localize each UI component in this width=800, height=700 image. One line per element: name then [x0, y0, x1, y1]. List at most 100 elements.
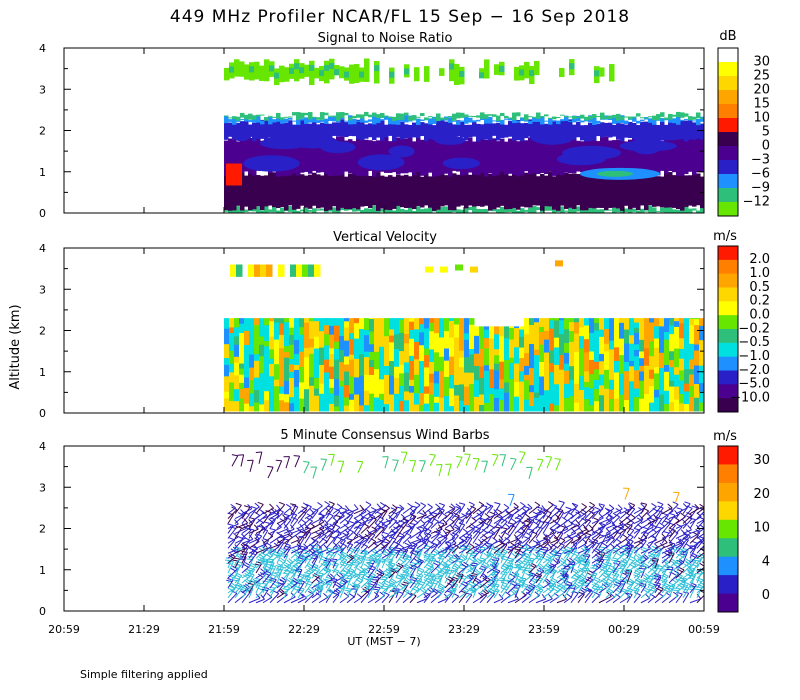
wind-barb [423, 534, 432, 544]
velocity-cell [314, 348, 320, 368]
wind-barb-feather [545, 555, 552, 560]
wind-barb [269, 559, 275, 569]
wind-barb-feather [395, 553, 402, 556]
wind-barb [542, 558, 552, 569]
snr-layer-cell [516, 112, 521, 117]
wind-barb [388, 538, 397, 549]
wind-barb [626, 589, 634, 599]
wind-barb [444, 578, 454, 589]
velocity-cell [584, 370, 590, 382]
velocity-cell [619, 318, 625, 323]
velocity-cell [374, 351, 380, 361]
wind-barb-feather [284, 545, 291, 549]
wind-barb [269, 549, 277, 559]
wind-barb [409, 539, 422, 549]
snr-layer-cell [632, 122, 637, 140]
wind-barb [430, 581, 439, 594]
snr-cloud-cell [234, 59, 240, 77]
velocity-cell [334, 378, 340, 396]
velocity-cell [539, 375, 545, 396]
wind-barb [332, 547, 341, 559]
wind-barb-feather [533, 549, 540, 551]
snr-layer-cell [588, 206, 593, 213]
snr-layer-cell [268, 209, 273, 213]
wind-barb [696, 558, 702, 569]
velocity-cell [529, 367, 535, 386]
wind-barb [346, 557, 355, 564]
wind-barb-feather [407, 540, 413, 546]
velocity-cell [224, 328, 230, 345]
wind-barb-feather [492, 559, 499, 562]
snr-layer-cell [664, 119, 669, 121]
velocity-cell [569, 403, 575, 412]
snr-layer-cell [568, 205, 573, 213]
wind-barb-feather [459, 577, 466, 580]
wind-barb [668, 530, 676, 539]
wind-barb-feather [269, 527, 276, 531]
wind-barb [416, 505, 427, 515]
snr-layer-cell [556, 120, 561, 125]
velocity-cell [669, 359, 675, 368]
wind-barb [346, 511, 354, 519]
snr-layer-cell [364, 171, 369, 207]
wind-barb [444, 542, 452, 554]
wind-barb [514, 561, 523, 569]
wind-barb [556, 532, 564, 544]
snr-layer-cell [472, 120, 477, 123]
wind-barb [591, 579, 601, 589]
snr-layer-cell [292, 112, 297, 116]
wind-barb-feather [572, 568, 579, 573]
velocity-cell [604, 369, 610, 389]
wind-barb [402, 527, 413, 534]
snr-layer-cell [460, 209, 465, 213]
snr-layer-cell [532, 171, 537, 206]
velocity-cell [409, 338, 415, 356]
wind-barb-feather [389, 561, 396, 565]
wind-barb-feather [632, 589, 639, 592]
snr-cloud-cell [479, 72, 485, 79]
wind-barb [619, 546, 628, 559]
colorbar-swatch [718, 384, 738, 399]
wind-barb [528, 514, 539, 524]
wind-barb-feather [661, 578, 668, 581]
velocity-cell [424, 373, 430, 387]
wind-barb-feather [333, 568, 340, 572]
velocity-cell [594, 330, 600, 337]
velocity-cell [649, 378, 655, 387]
wind-barb [297, 557, 308, 569]
wind-barb [549, 580, 558, 589]
snr-layer-cell [448, 170, 453, 211]
wind-barb [416, 549, 423, 559]
velocity-cell [639, 339, 645, 352]
velocity-cell [479, 326, 485, 339]
wind-barb [227, 509, 238, 519]
snr-layer-cell [244, 114, 249, 120]
wind-barb [528, 574, 537, 584]
snr-cloud-cell [534, 60, 540, 76]
velocity-cell [664, 324, 670, 332]
snr-layer-cell [376, 114, 381, 119]
wind-barb-feather [353, 554, 360, 559]
snr-layer-cell [656, 139, 661, 176]
wind-barb-feather [674, 510, 679, 516]
snr-layer-cell [428, 135, 433, 173]
velocity-cell [594, 322, 600, 331]
velocity-cell [509, 393, 515, 412]
wind-barb [248, 518, 256, 529]
snr-layer-cell [644, 117, 649, 119]
wind-barb [633, 557, 643, 564]
velocity-cell [539, 331, 545, 345]
velocity-cell [524, 318, 530, 335]
wind-barb [262, 530, 269, 539]
wind-barb [360, 546, 369, 554]
velocity-cell [584, 331, 590, 340]
wind-barb [486, 544, 493, 554]
wind-barb [430, 576, 437, 589]
snr-layer-cell [448, 116, 453, 118]
wind-barb-feather [515, 559, 522, 564]
wind-barb [430, 511, 443, 520]
wind-barb [360, 518, 373, 525]
velocity-cell [684, 403, 690, 412]
wind-barb [542, 517, 553, 529]
velocity-cell [399, 364, 405, 374]
